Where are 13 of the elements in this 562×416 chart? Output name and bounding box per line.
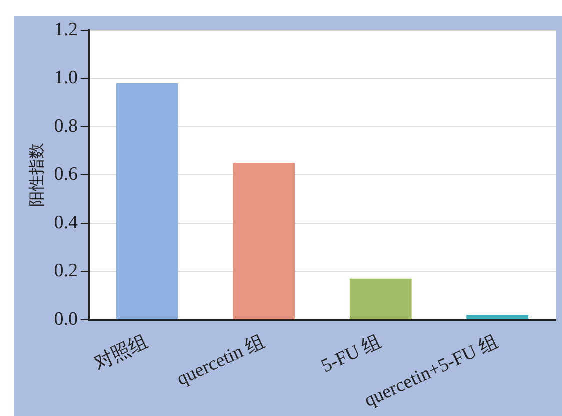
text: 1.0 xyxy=(54,68,78,89)
y-tick-label: 0.6 xyxy=(54,164,78,186)
x-tick-label: 对照组 xyxy=(91,331,152,374)
y-tick-label: 0.2 xyxy=(54,260,78,282)
y-tick-label: 0.8 xyxy=(54,116,78,137)
y-axis-title: 阳性指数 xyxy=(26,143,46,208)
bar xyxy=(466,315,529,320)
bar xyxy=(350,278,412,320)
text: 0.0 xyxy=(54,308,78,330)
y-tick-label: 1.2 xyxy=(54,19,78,40)
bar xyxy=(233,163,296,320)
y-tick-label: 0.4 xyxy=(54,212,78,234)
bar xyxy=(116,83,178,320)
